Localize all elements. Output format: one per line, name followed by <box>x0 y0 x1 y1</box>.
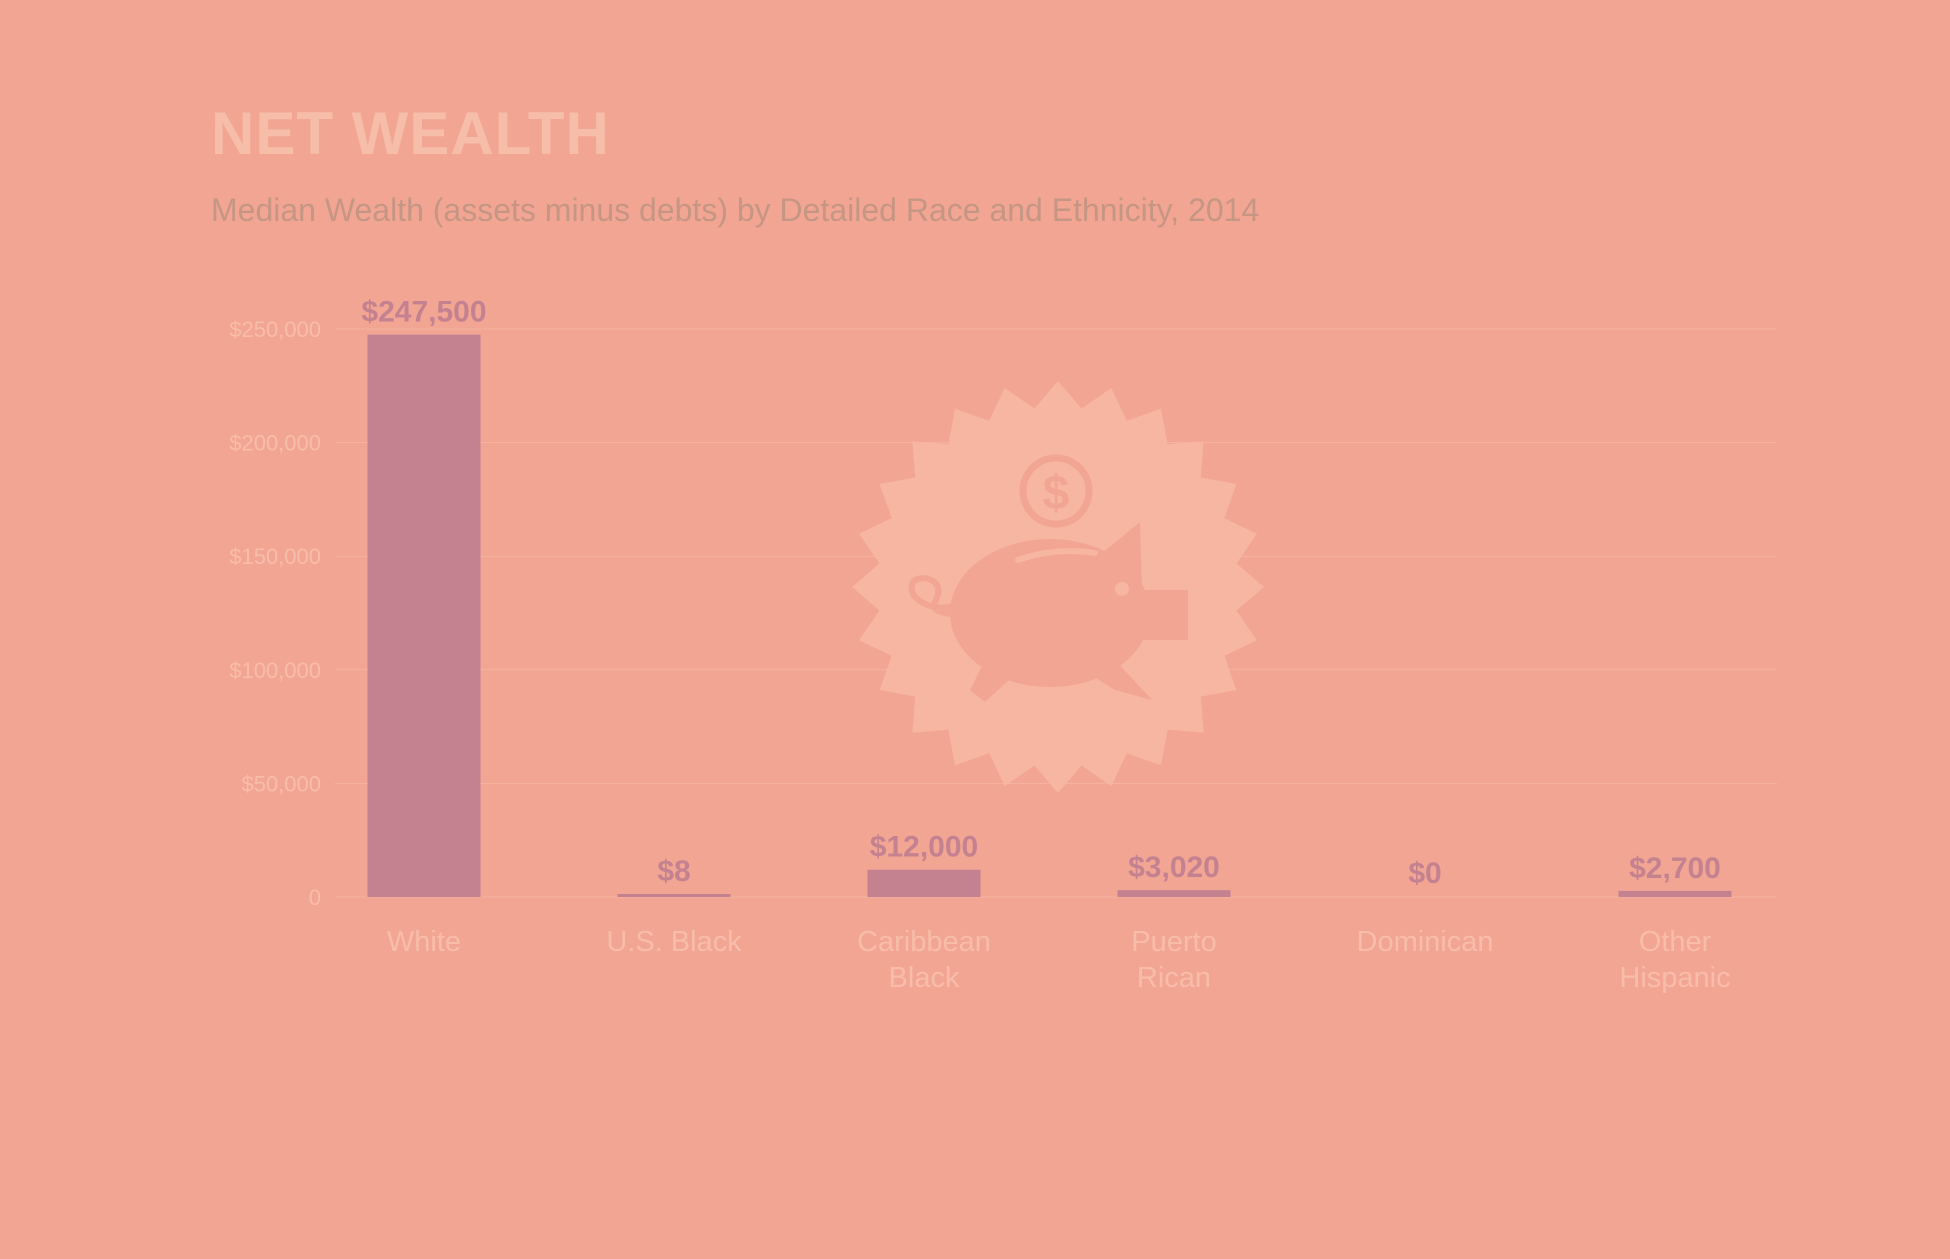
data-label: $12,000 <box>870 831 978 864</box>
x-tick-label: Caribbean <box>857 926 991 958</box>
x-tick-label: Dominican <box>1357 926 1494 958</box>
bar <box>1117 890 1231 897</box>
pig-eye <box>1115 582 1129 596</box>
pig-ear <box>1100 522 1142 588</box>
x-tick-label: Hispanic <box>1619 962 1730 994</box>
pig-leg <box>970 660 1022 702</box>
x-tick-label: Other <box>1639 926 1712 958</box>
pig-body <box>950 539 1150 687</box>
x-tick-label: Puerto <box>1131 926 1216 958</box>
x-tick-label: Rican <box>1137 962 1211 994</box>
data-label: $247,500 <box>361 296 486 329</box>
pig-slot <box>1015 548 1098 563</box>
y-tick-label: $200,000 <box>229 431 321 456</box>
chart-title: NET WEALTH <box>211 100 610 167</box>
bar <box>367 334 481 897</box>
chart-subtitle: Median Wealth (assets minus debts) by De… <box>211 192 1260 228</box>
y-tick-label: $100,000 <box>229 658 321 683</box>
y-tick-label: $250,000 <box>229 317 321 342</box>
piggy-bank-icon: $ <box>852 381 1264 793</box>
data-label: $0 <box>1408 857 1441 890</box>
data-label: $8 <box>657 855 690 888</box>
pig-tail <box>908 574 958 617</box>
data-label: $2,700 <box>1629 852 1721 885</box>
y-tick-label: $50,000 <box>241 771 321 796</box>
coin-icon <box>1019 454 1093 528</box>
x-tick-label: Black <box>889 962 960 994</box>
dollar-sign: $ <box>1043 467 1070 520</box>
pig-leg <box>1080 660 1152 700</box>
x-tick-label: U.S. Black <box>606 926 742 958</box>
bar <box>867 869 981 897</box>
y-tick-label: $150,000 <box>229 544 321 569</box>
bar <box>617 894 731 897</box>
y-tick-label: 0 <box>309 885 321 910</box>
data-label: $3,020 <box>1128 851 1220 884</box>
pig-snout <box>1128 590 1188 640</box>
x-tick-label: White <box>387 926 461 958</box>
bar <box>1618 890 1732 897</box>
